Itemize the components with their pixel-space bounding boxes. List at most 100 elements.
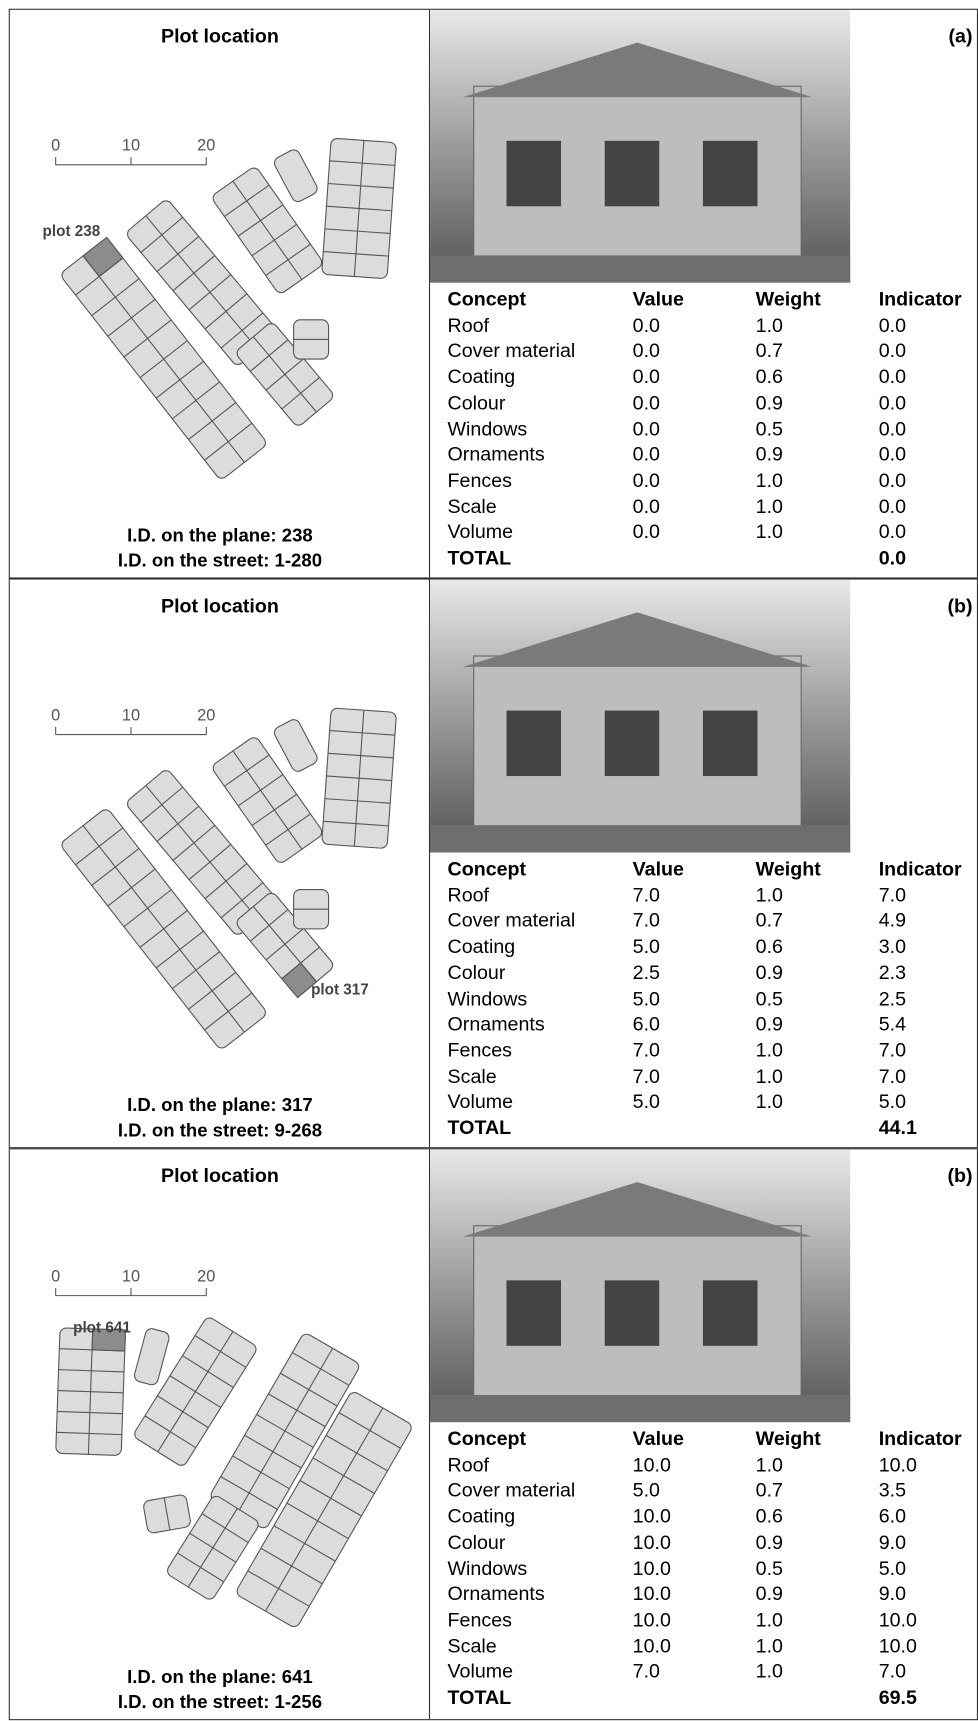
panel-row: Plot location01020plot 317I.D. on the pl…: [9, 578, 978, 1148]
table-cell: 1.0: [756, 1634, 879, 1660]
table-cell: 1.0: [756, 1659, 879, 1685]
table-cell: 7.0: [879, 1064, 977, 1090]
table-cell: 2.3: [879, 960, 977, 986]
table-row: Volume7.01.07.0: [448, 1659, 977, 1685]
header-cell: Concept: [448, 1427, 633, 1453]
table-cell: 7.0: [879, 1038, 977, 1064]
table-cell: 5.0: [633, 986, 756, 1012]
table-cell: 0.7: [756, 339, 879, 365]
table-cell: 6.0: [633, 1012, 756, 1038]
id-plane: I.D. on the plane: 641: [10, 1665, 430, 1690]
table-cell: 0.0: [633, 442, 756, 468]
window: [605, 711, 660, 776]
table-cell: 0.0: [633, 365, 756, 391]
table-cell: 0.5: [756, 986, 879, 1012]
table-cell: 0.9: [756, 1582, 879, 1608]
table-cell: 0.0: [633, 468, 756, 494]
table-cell: Roof: [448, 313, 633, 339]
scale-label: 0: [51, 137, 60, 155]
id-plane: I.D. on the plane: 317: [10, 1093, 430, 1118]
table-cell: 1.0: [756, 468, 879, 494]
table-cell: 0.0: [633, 391, 756, 417]
block: [143, 1494, 192, 1534]
table-cell: 0.0: [879, 339, 977, 365]
photo: [430, 10, 850, 283]
table-cell: 0.9: [756, 1530, 879, 1556]
header-cell: Value: [633, 1427, 756, 1453]
ground: [430, 825, 850, 852]
table-cell: 0.0: [879, 416, 977, 442]
ground: [430, 255, 850, 282]
table-cell: 2.5: [633, 960, 756, 986]
panel-row: Plot location01020plot 641I.D. on the pl…: [9, 1148, 978, 1720]
total-value: 0.0: [879, 546, 977, 572]
table-row: Fences7.01.07.0: [448, 1038, 977, 1064]
table-cell: 0.7: [756, 1478, 879, 1504]
window: [703, 711, 758, 776]
panel-label: (b): [947, 1165, 972, 1188]
table-cell: 0.0: [879, 391, 977, 417]
table-cell: 1.0: [756, 313, 879, 339]
plot-label: plot 317: [311, 981, 369, 998]
block: [294, 890, 329, 929]
table-cell: 2.5: [879, 986, 977, 1012]
table-cell: 7.0: [879, 1659, 977, 1685]
table-cell: 0.5: [756, 1556, 879, 1582]
header-cell: Indicator: [879, 287, 977, 313]
table-cell: 0.0: [879, 494, 977, 520]
header-cell: Weight: [756, 287, 879, 313]
table-cell: 1.0: [756, 1090, 879, 1116]
scale-label: 0: [51, 1267, 60, 1285]
total-value: 69.5: [879, 1685, 977, 1711]
plot-cell: Plot location01020plot 317I.D. on the pl…: [10, 580, 430, 1148]
table-cell: 7.0: [633, 1038, 756, 1064]
total-label: TOTAL: [448, 1685, 633, 1711]
table-cell: 10.0: [633, 1582, 756, 1608]
total-row: TOTAL 69.5: [448, 1685, 977, 1711]
table-cell: 1.0: [756, 1064, 879, 1090]
table-cell: 5.0: [879, 1090, 977, 1116]
panel-label: (a): [949, 25, 973, 48]
panel-row: Plot location01020plot 238I.D. on the pl…: [9, 9, 978, 579]
table-cell: 0.0: [879, 442, 977, 468]
table-cell: 10.0: [633, 1556, 756, 1582]
table-cell: 0.9: [756, 960, 879, 986]
table-cell: Roof: [448, 883, 633, 909]
window: [605, 1280, 660, 1345]
block-outline: [133, 1327, 170, 1386]
block-outline: [272, 717, 319, 773]
scale-label: 10: [122, 706, 140, 724]
table-cell: 0.0: [633, 416, 756, 442]
scale-label: 20: [197, 1267, 215, 1285]
table-cell: Windows: [448, 1556, 633, 1582]
window: [506, 1280, 561, 1345]
plot-label: plot 238: [43, 223, 101, 240]
header-cell: Indicator: [879, 857, 977, 883]
block-outline: [272, 148, 319, 204]
empty: [633, 546, 756, 572]
table-cell: 1.0: [756, 520, 879, 546]
table-cell: 0.0: [879, 520, 977, 546]
total-label: TOTAL: [448, 546, 633, 572]
table-cell: Windows: [448, 416, 633, 442]
empty: [756, 546, 879, 572]
table-cell: 5.0: [633, 1478, 756, 1504]
id-block: I.D. on the plane: 317I.D. on the street…: [10, 1093, 430, 1143]
scale-label: 20: [197, 137, 215, 155]
block: [133, 1327, 170, 1386]
id-street: I.D. on the street: 9-268: [10, 1118, 430, 1143]
table-cell: Fences: [448, 468, 633, 494]
table-cell: Volume: [448, 1659, 633, 1685]
total-row: TOTAL 0.0: [448, 546, 977, 572]
